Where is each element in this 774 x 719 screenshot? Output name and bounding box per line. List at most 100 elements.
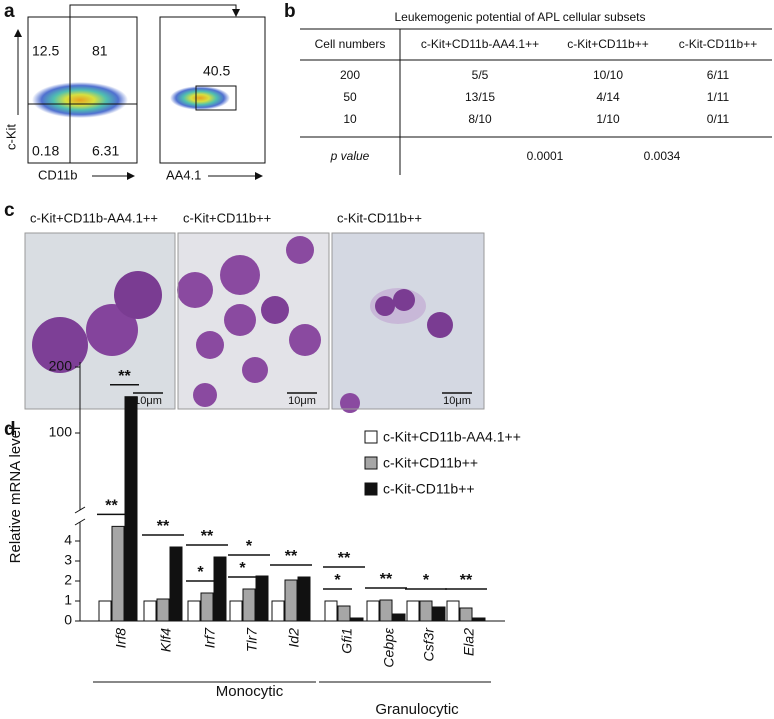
axis-break [74, 518, 86, 526]
x-tick-label: Gfi1 [339, 628, 355, 654]
bar [366, 600, 380, 622]
bar [297, 576, 311, 622]
x-tick-label: Id2 [286, 628, 302, 648]
table-cell: 0.0034 [644, 149, 681, 163]
significance-label: ** [157, 518, 170, 535]
panel-label: a [4, 1, 15, 22]
micrograph [24, 232, 176, 410]
legend-label: c-Kit+CD11b++ [383, 455, 478, 471]
legend-swatch [364, 430, 378, 444]
x-tick-label: Cebpε [381, 627, 397, 667]
bar [143, 600, 157, 622]
bar [271, 600, 285, 622]
bar [432, 606, 446, 622]
y-tick-label: 1 [64, 592, 72, 608]
bar [392, 613, 406, 622]
table-cell: 0.0001 [527, 149, 564, 163]
significance-label: ** [201, 528, 214, 545]
quadrant-value: 0.18 [32, 143, 59, 159]
quadrant-value: 6.31 [92, 143, 119, 159]
significance-label: * [246, 538, 253, 555]
image-title: c-Kit+CD11b++ [183, 210, 271, 225]
legend-swatch [364, 456, 378, 470]
table-cell: 1/10 [596, 112, 620, 126]
table-header: c-Kit+CD11b++ [567, 37, 649, 51]
bar [98, 600, 112, 622]
x-tick-label: Tlr7 [244, 627, 260, 652]
x-tick-label: Irf8 [113, 628, 129, 648]
bar [419, 600, 433, 622]
bar [169, 546, 183, 622]
x-tick-label: Csf3r [421, 627, 437, 662]
table-title: Leukemogenic potential of APL cellular s… [394, 10, 645, 24]
bar [284, 579, 298, 622]
table-header: c-Kit-CD11b++ [679, 37, 757, 51]
table-cell: 5/5 [472, 68, 489, 82]
significance-label: ** [105, 498, 118, 515]
bar [213, 556, 227, 622]
table-cell: 13/15 [465, 90, 495, 104]
image-title: c-Kit+CD11b-AA4.1++ [30, 210, 158, 225]
bar [379, 599, 393, 622]
table-cell: 50 [343, 90, 357, 104]
significance-label: * [197, 564, 204, 581]
significance-label: ** [338, 550, 351, 567]
panel-label: c [4, 200, 15, 221]
y-tick-label: 0 [64, 612, 72, 628]
significance-label: ** [380, 571, 393, 588]
table-header: Cell numbers [315, 37, 386, 51]
table-cell: 200 [340, 68, 360, 82]
bar [111, 525, 125, 622]
legend-label: c-Kit+CD11b-AA4.1++ [383, 429, 521, 445]
panel-label: d [4, 419, 16, 440]
panel-label: b [284, 1, 296, 22]
micrograph [177, 232, 330, 410]
gate-value: 40.5 [203, 63, 230, 79]
bar [350, 617, 364, 622]
significance-label: * [423, 572, 430, 589]
micrograph [331, 232, 485, 413]
table-cell: 10/10 [593, 68, 623, 82]
density [170, 86, 230, 110]
axis-label: AA4.1 [166, 167, 201, 182]
axis-label: c-Kit [3, 124, 18, 150]
table-header: c-Kit+CD11b-AA4.1++ [421, 37, 539, 51]
legend-swatch [364, 482, 378, 496]
y-tick-label: 200 [49, 358, 73, 374]
bar [324, 600, 338, 622]
bar [459, 607, 473, 622]
flow-plot [159, 16, 266, 164]
x-tick-label: Irf7 [202, 627, 218, 648]
gate [195, 85, 237, 111]
quadrant-value: 81 [92, 43, 108, 59]
significance-label: ** [285, 548, 298, 565]
bar [255, 575, 269, 622]
bar [200, 592, 214, 622]
scale-label: 10μm [134, 395, 162, 407]
quadrant-value: 12.5 [32, 43, 59, 59]
x-tick-label: Klf4 [158, 628, 174, 652]
significance-label: ** [460, 572, 473, 589]
density [32, 82, 128, 118]
y-tick-label: 2 [64, 572, 72, 588]
y-axis-label: Relative mRNA level [7, 427, 24, 564]
significance-label: * [334, 572, 341, 589]
flow-plot [27, 16, 138, 164]
bar [242, 588, 256, 622]
axis-label: CD11b [38, 167, 78, 182]
y-tick-label: 100 [49, 424, 73, 440]
bar [124, 396, 138, 622]
table-cell: 1/11 [707, 90, 730, 104]
bar [229, 600, 243, 622]
bar [156, 598, 170, 622]
y-tick-label: 4 [64, 532, 72, 548]
legend-label: c-Kit-CD11b++ [383, 481, 475, 497]
group-label: Granulocytic [375, 701, 459, 718]
bar [472, 617, 486, 622]
bar [337, 605, 351, 622]
table-cell: 8/10 [468, 112, 492, 126]
y-tick-label: 3 [64, 552, 72, 568]
table-cell: 10 [343, 112, 357, 126]
